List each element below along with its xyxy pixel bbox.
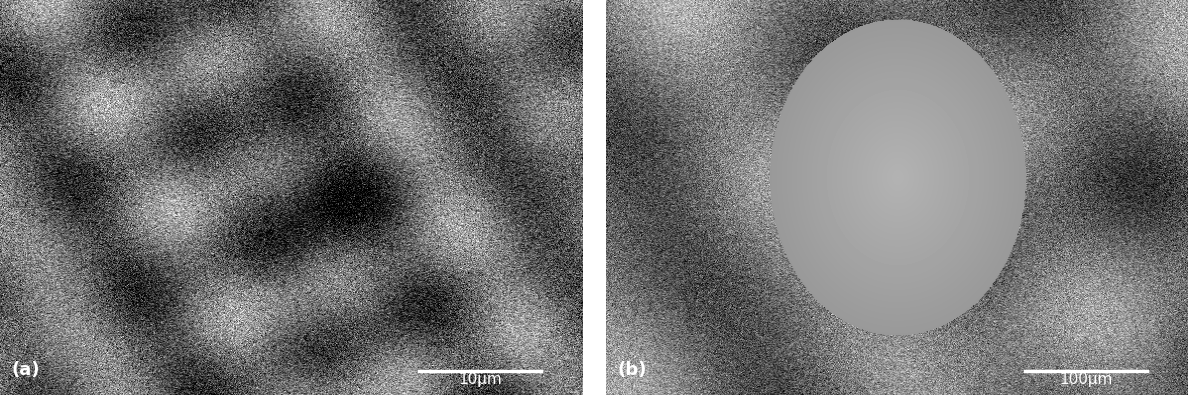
Text: 10μm: 10μm [459, 372, 503, 387]
Text: (a): (a) [12, 361, 40, 379]
Text: (b): (b) [618, 361, 647, 379]
Text: 100μm: 100μm [1060, 372, 1113, 387]
